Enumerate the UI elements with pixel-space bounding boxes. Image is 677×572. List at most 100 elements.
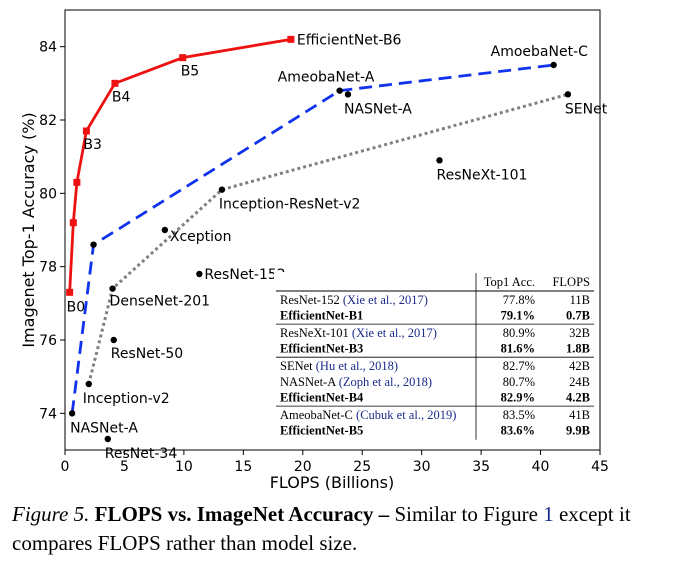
table-header-flops: FLOPS	[552, 275, 590, 289]
point-label-senet: SENet	[565, 101, 608, 117]
point-label-nasnet-a: NASNet-A	[70, 420, 138, 436]
data-point-nasnet-amoebanet	[68, 410, 76, 417]
x-tick-label: 30	[413, 459, 431, 475]
data-point-resnet-34	[104, 435, 112, 443]
x-tick-label: 40	[532, 459, 550, 475]
table-model-resnext-101: ResNeXt-101 (Xie et al., 2017)	[280, 326, 437, 340]
point-label-b5: B5	[181, 64, 200, 80]
point-label-resnet-34: ResNet-34	[105, 446, 178, 462]
y-tick-label: 76	[39, 333, 57, 349]
table-model-efficientnet-b3: EfficientNet-B3	[280, 342, 363, 356]
series-line-hand-designed	[87, 92, 569, 385]
point-label-efficientnet-b6: EfficientNet-B6	[297, 32, 402, 48]
table-acc: 82.7%	[503, 359, 535, 373]
data-point-hand-designed	[85, 380, 92, 388]
table-acc: 83.5%	[503, 408, 535, 422]
point-label-ameobanet-a: AmeobaNet-A	[278, 70, 375, 86]
caption-figure-ref[interactable]: 1	[543, 502, 554, 526]
y-axis-label: Imagenet Top-1 Accuracy (%)	[19, 112, 38, 347]
x-axis-label: FLOPS (Billions)	[270, 473, 395, 492]
point-label-inception-resnet-v2: Inception-ResNet-v2	[219, 197, 361, 213]
data-point-hand-designed	[218, 186, 226, 193]
table-flops: 9.9B	[566, 424, 590, 438]
data-point-resnet-152	[196, 270, 203, 278]
x-tick-label: 25	[353, 459, 371, 475]
table-model-efficientnet-b1: EfficientNet-B1	[280, 309, 363, 323]
table-flops: 0.7B	[566, 309, 590, 323]
caption-text: Similar to Figure	[394, 502, 538, 526]
table-acc: 83.6%	[501, 424, 535, 438]
x-tick-label: 5	[120, 459, 129, 475]
caption-figure-number: Figure 5.	[12, 502, 90, 526]
table-flops: 41B	[569, 408, 590, 422]
point-label-densenet-201: DenseNet-201	[110, 294, 211, 310]
flops-accuracy-chart: 0 5 10 15 20 25 30 35 40 45 74 76 78 80 82 84 FLOPS (Bi…	[19, 9, 609, 492]
caption-text-continued: except it compares FLOPS rather than mod…	[12, 502, 631, 555]
table-background	[274, 272, 596, 432]
point-label-amoebanet-c: AmoebaNet-C	[491, 44, 588, 60]
table-acc: 77.8%	[503, 293, 535, 307]
data-markers	[66, 35, 572, 443]
table-model-nasnet-a: NASNet-A (Zoph et al., 2018)	[280, 375, 432, 389]
point-label-resnext-101: ResNeXt-101	[437, 167, 528, 183]
data-point-nasnet-amoebanet	[90, 241, 97, 248]
y-tick-label: 80	[39, 186, 57, 202]
table-flops: 32B	[569, 326, 590, 340]
point-label-resnet-152: ResNet-152	[204, 267, 285, 283]
data-point-xception	[161, 226, 169, 234]
table-model-efficientnet-b4: EfficientNet-B4	[280, 391, 364, 405]
point-label-resnet-50: ResNet-50	[111, 346, 183, 362]
table-flops: 11B	[570, 293, 590, 307]
data-point-efficientnet	[287, 35, 295, 43]
figure-caption: Figure 5. FLOPS vs. ImageNet Accuracy – …	[12, 500, 672, 558]
data-point-nasnet-amoebanet	[336, 87, 343, 94]
y-tick-label: 78	[39, 260, 57, 276]
table-model-resnet-152: ResNet-152 (Xie et al., 2017)	[280, 293, 428, 307]
point-label-nasnet-a: NASNet-A	[344, 101, 412, 117]
x-tick-label: 35	[472, 459, 490, 475]
caption-title: FLOPS vs. ImageNet Accuracy –	[94, 502, 390, 526]
axis-ticks: 0 5 10 15 20 25 30 35 40 45 74 76 78 80 82 84	[39, 40, 609, 475]
plot-frame	[64, 9, 601, 451]
table-acc: 79.1%	[501, 309, 535, 323]
data-point-hand-designed	[109, 285, 116, 292]
table-acc: 80.7%	[503, 375, 535, 389]
table-acc: 80.9%	[503, 326, 535, 340]
table-header-acc: Top1 Acc.	[484, 275, 535, 289]
x-tick-label: 20	[294, 459, 312, 475]
data-point-resnet-50	[110, 336, 117, 344]
x-tick-label: 15	[234, 459, 252, 475]
point-label-b0: B0	[67, 299, 86, 315]
data-point-nasnet-amoebanet	[550, 61, 557, 69]
point-label-inception-v2: Inception-v2	[83, 391, 170, 407]
data-point-efficientnet	[69, 219, 77, 227]
series-line-nasnet-amoebanet	[70, 63, 554, 414]
table-acc: 82.9%	[501, 391, 535, 405]
table-flops: 4.2B	[566, 391, 590, 405]
point-label-xception: Xception	[170, 229, 232, 245]
point-labels: B0 B3 B4 B5 EfficientNet-B6 NASNet-A AmeobaNet…	[67, 32, 608, 462]
table-flops: 1.8B	[566, 342, 590, 356]
x-tick-label: 45	[591, 459, 609, 475]
point-label-b4: B4	[112, 89, 131, 105]
data-point-efficientnet	[179, 54, 187, 62]
data-point-resnext-101	[436, 157, 443, 164]
y-tick-label: 84	[39, 40, 57, 56]
table-acc: 81.6%	[501, 342, 535, 356]
table-flops: 42B	[569, 359, 590, 373]
data-point-efficientnet	[73, 178, 81, 186]
x-tick-label: 10	[175, 459, 193, 475]
data-point-efficientnet	[111, 79, 119, 87]
x-tick-label: 0	[61, 459, 70, 475]
point-label-b3: B3	[83, 137, 102, 153]
table-model-senet: SENet (Hu et al., 2018)	[280, 359, 398, 373]
data-point-nasnet-a	[344, 91, 352, 98]
y-tick-label: 74	[39, 406, 57, 422]
y-tick-label: 82	[39, 113, 57, 129]
data-point-efficientnet	[82, 127, 90, 135]
table-flops: 24B	[569, 375, 590, 389]
table-model-efficientnet-b5: EfficientNet-B5	[280, 424, 363, 438]
table-model-ameobanet-c: AmeobaNet-C (Cubuk et al., 2019)	[280, 408, 456, 422]
data-point-efficientnet	[66, 288, 74, 296]
data-point-hand-designed	[564, 91, 572, 98]
